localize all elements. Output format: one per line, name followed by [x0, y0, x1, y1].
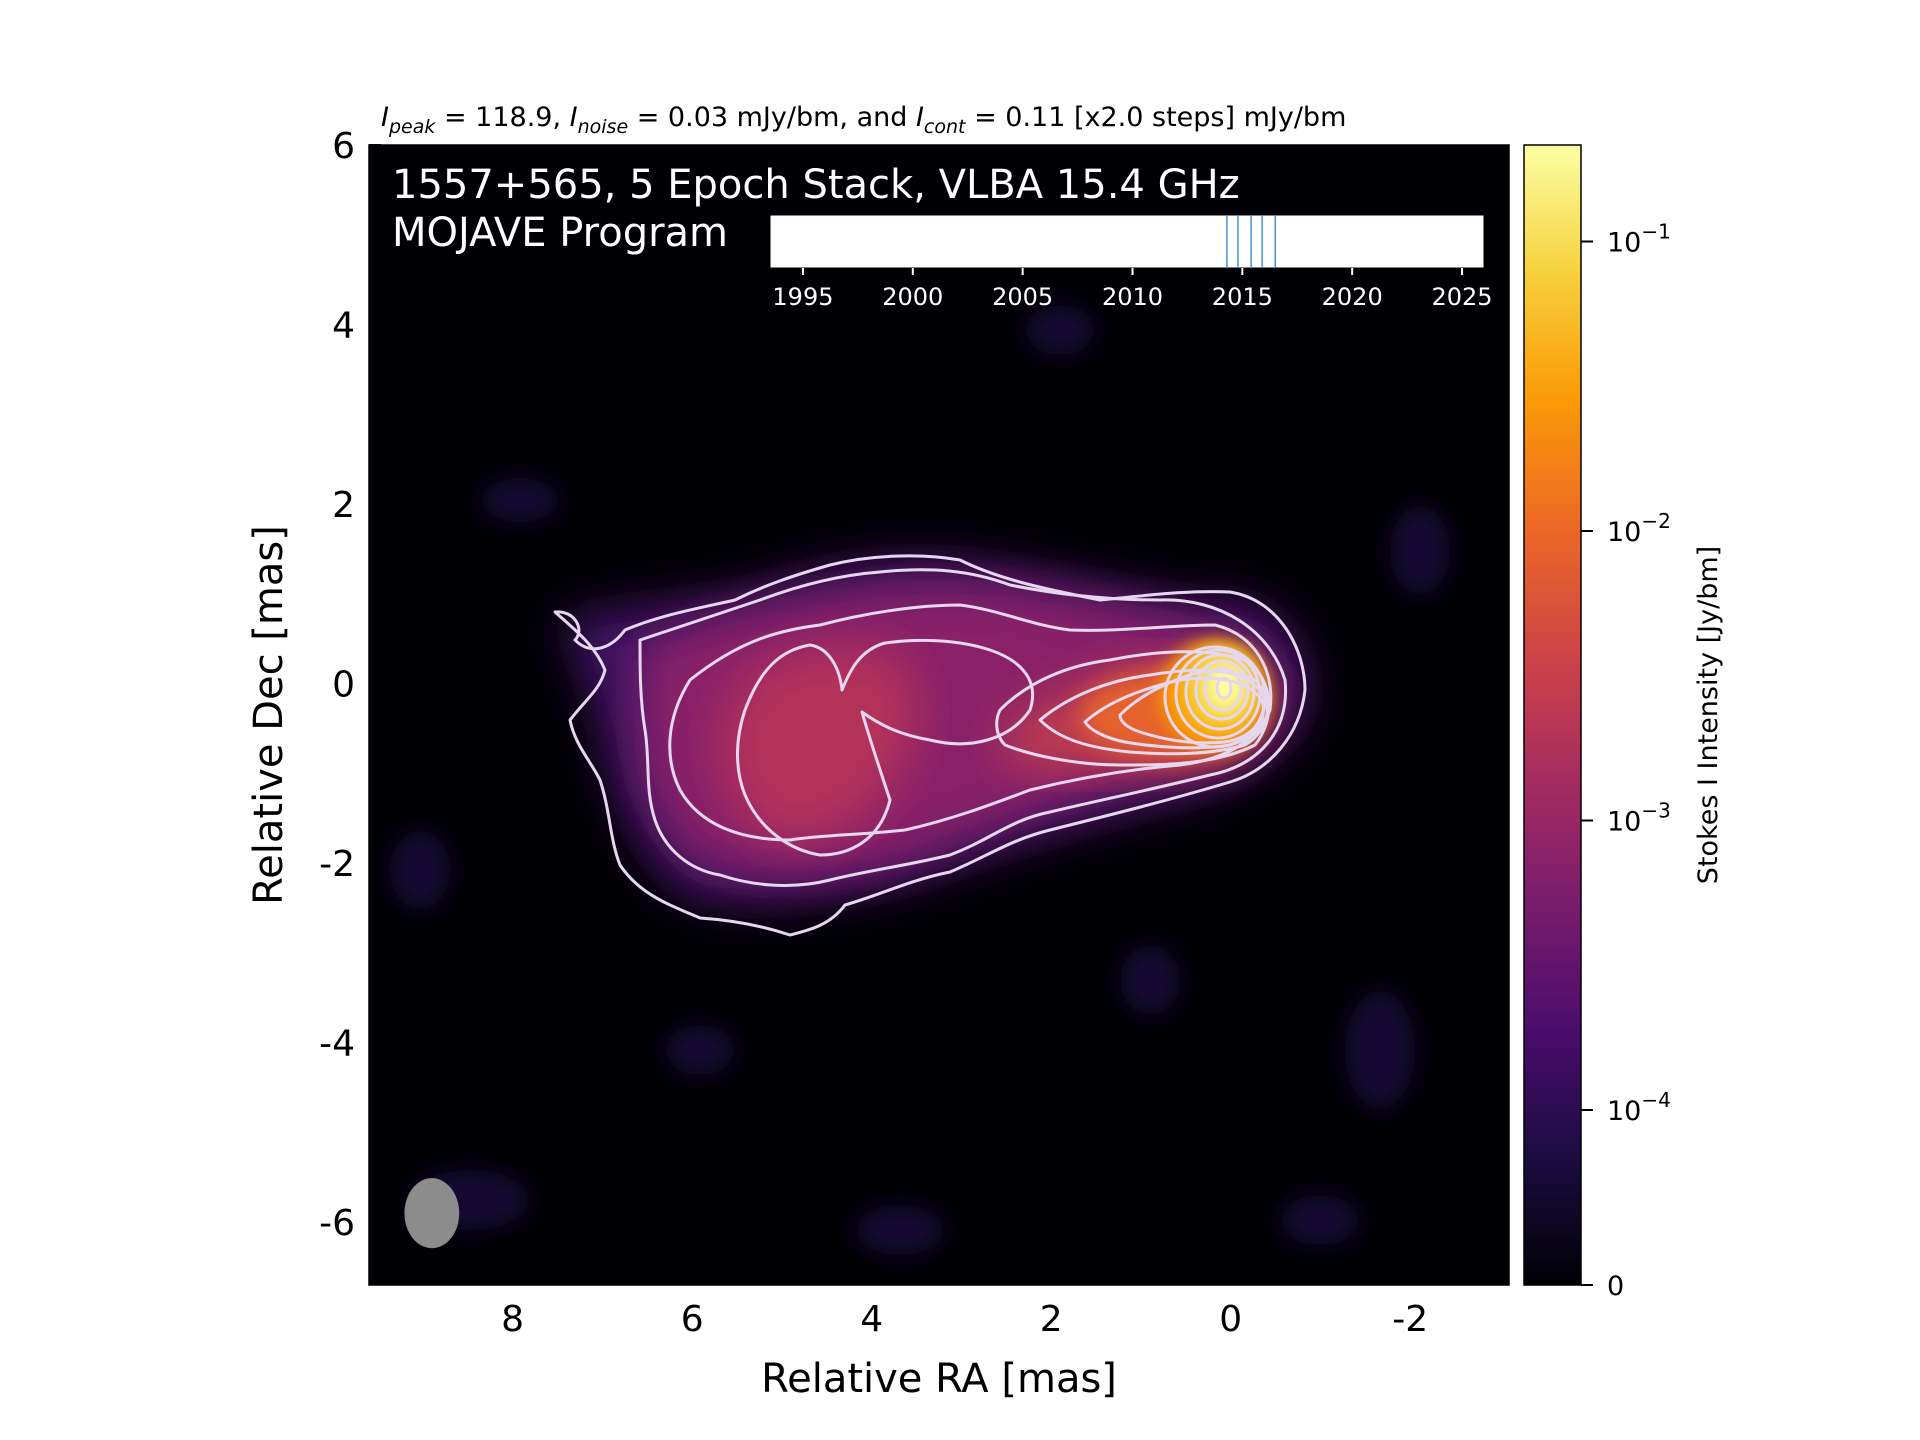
title-line-2: MOJAVE Program — [392, 210, 728, 256]
contour-11 — [1184, 653, 1256, 731]
y-axis-label: Relative Dec [mas] — [246, 525, 292, 905]
title-line-1: 1557+565, 5 Epoch Stack, VLBA 15.4 GHz — [392, 162, 1240, 208]
colorbar-ticks: 10−1 10−2 10−3 10−4 0 — [1581, 220, 1671, 1302]
x-tick-label-2: 4 — [860, 1299, 883, 1340]
colorbar-label: Stokes I Intensity [Jy/bm] — [1693, 546, 1724, 884]
contour-13 — [1203, 666, 1243, 712]
epoch-timeline: 1995 2000 2005 2010 2015 2020 2025 — [769, 214, 1493, 311]
image-frame — [368, 144, 1510, 1286]
timeline-tick-label-5: 2020 — [1322, 283, 1383, 311]
x-axis-ticks: 8 6 4 2 0 -2 — [501, 1273, 1428, 1340]
timeline-tick-label-1: 2000 — [882, 283, 943, 311]
contour-5 — [995, 650, 1271, 767]
image-panel — [369, 145, 1509, 1285]
contour-7 — [1083, 676, 1265, 750]
contour-14 — [1215, 676, 1233, 700]
cbar-tick-label-4: 0 — [1607, 1271, 1624, 1302]
cbar-tick-label-3: 10−4 — [1607, 1088, 1671, 1127]
y-tick-label-2: 2 — [332, 485, 355, 526]
timeline-tick-label-3: 2010 — [1102, 283, 1163, 311]
timeline-tick-label-2: 2005 — [992, 283, 1053, 311]
timeline-tick-label-0: 1995 — [772, 283, 833, 311]
x-tick-label-1: 6 — [681, 1299, 704, 1340]
x-axis-label: Relative RA [mas] — [761, 1356, 1117, 1402]
contour-1 — [553, 554, 1307, 937]
x-tick-label-0: 8 — [501, 1299, 524, 1340]
timeline-box — [769, 214, 1485, 269]
colorbar: 10−1 10−2 10−3 10−4 0 Stokes I Intensity [Jy… — [1523, 144, 1724, 1302]
y-tick-label-6: -6 — [319, 1203, 355, 1244]
timeline-tick-label-6: 2025 — [1431, 283, 1492, 311]
contour-2 — [638, 568, 1288, 887]
x-tick-label-4: 0 — [1219, 1299, 1242, 1340]
y-tick-label-4: -2 — [319, 844, 355, 885]
contour-4 — [736, 638, 1035, 857]
cbar-tick-label-0: 10−1 — [1607, 220, 1671, 259]
timeline-ticks: 1995 2000 2005 2010 2015 2020 2025 — [772, 268, 1493, 311]
y-tick-label-0: 6 — [332, 126, 355, 167]
header-stats: Ipeak = 118.9, Inoise = 0.03 mJy/bm, and… — [381, 102, 1346, 138]
cbar-tick-label-2: 10−3 — [1607, 799, 1671, 838]
contour-9 — [1163, 645, 1267, 749]
contours — [553, 554, 1307, 937]
x-tick-label-5: -2 — [1392, 1299, 1428, 1340]
y-axis-ticks: 6 4 2 0 -2 -4 -6 — [319, 126, 381, 1244]
x-tick-label-3: 2 — [1040, 1299, 1063, 1340]
cbar-tick-label-1: 10−2 — [1607, 509, 1671, 548]
y-tick-label-5: -4 — [319, 1024, 355, 1065]
contour-6 — [1038, 668, 1269, 756]
epoch-lines — [1226, 215, 1277, 268]
contour-10 — [1174, 648, 1262, 740]
contour-12 — [1194, 659, 1250, 721]
y-tick-label-1: 4 — [332, 306, 355, 347]
y-tick-label-3: 0 — [332, 665, 355, 706]
timeline-tick-label-4: 2015 — [1212, 283, 1273, 311]
beam-ellipse — [404, 1178, 460, 1249]
colorbar-gradient — [1523, 144, 1582, 1286]
